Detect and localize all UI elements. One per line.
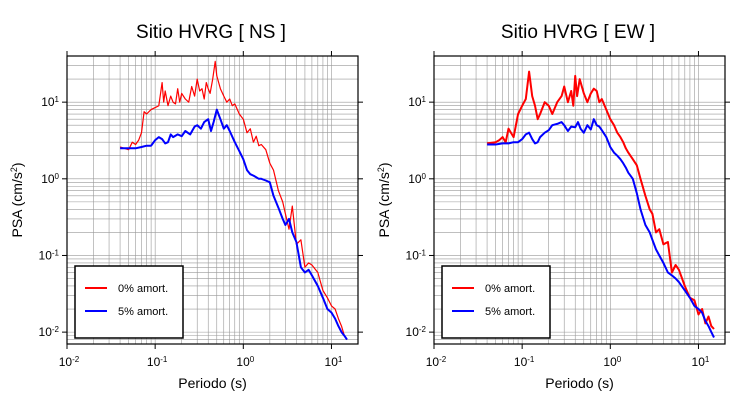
y-tick-label: 10-2 — [406, 325, 427, 340]
chart-title: Sitio HVRG [ EW ] — [501, 22, 655, 43]
chart-title: Sitio HVRG [ NS ] — [136, 22, 286, 43]
legend-label-1: 5% amort. — [118, 306, 168, 318]
x-tick-label: 10-2 — [426, 355, 447, 370]
series-line-1 — [487, 118, 715, 338]
legend-label-0: 0% amort. — [118, 283, 168, 295]
plot-frame — [433, 55, 726, 345]
y-tick-label: 100 — [41, 171, 59, 186]
x-tick-label: 100 — [236, 355, 254, 370]
x-tick-label: 10-1 — [147, 355, 168, 370]
y-tick-label: 10-2 — [39, 325, 60, 340]
y-tick-label: 10-1 — [39, 248, 60, 263]
y-tick-label: 101 — [408, 95, 426, 110]
legend-label-1: 5% amort. — [485, 306, 535, 318]
plot-frame — [66, 55, 359, 345]
x-tick-label: 101 — [325, 355, 343, 370]
x-tick-label: 101 — [692, 355, 710, 370]
legend-box — [441, 265, 551, 339]
x-axis-label: Periodo (s) — [545, 375, 613, 391]
x-tick-label: 10-1 — [514, 355, 535, 370]
y-axis-label: PSA (cm/s2) — [9, 162, 25, 237]
legend-label-0: 0% amort. — [485, 283, 535, 295]
x-tick-label: 10-2 — [59, 355, 80, 370]
series-line-0 — [119, 60, 348, 340]
series-line-1 — [120, 108, 348, 341]
y-tick-label: 100 — [408, 171, 426, 186]
y-tick-label: 101 — [41, 95, 59, 110]
y-tick-label: 10-1 — [406, 248, 427, 263]
y-axis-label: PSA (cm/s2) — [376, 162, 392, 237]
x-tick-label: 100 — [603, 355, 621, 370]
chart-panel-0: Sitio HVRG [ NS ] 10-2 10-1 100 101 10-2 10-1 1… — [9, 22, 363, 391]
chart-panel-1: Sitio HVRG [ EW ] 10-2 10-1 100 101 10-2 10-1 1… — [376, 22, 730, 391]
x-axis-label: Periodo (s) — [178, 375, 246, 391]
legend-box — [74, 265, 184, 339]
series-line-0 — [486, 70, 715, 330]
